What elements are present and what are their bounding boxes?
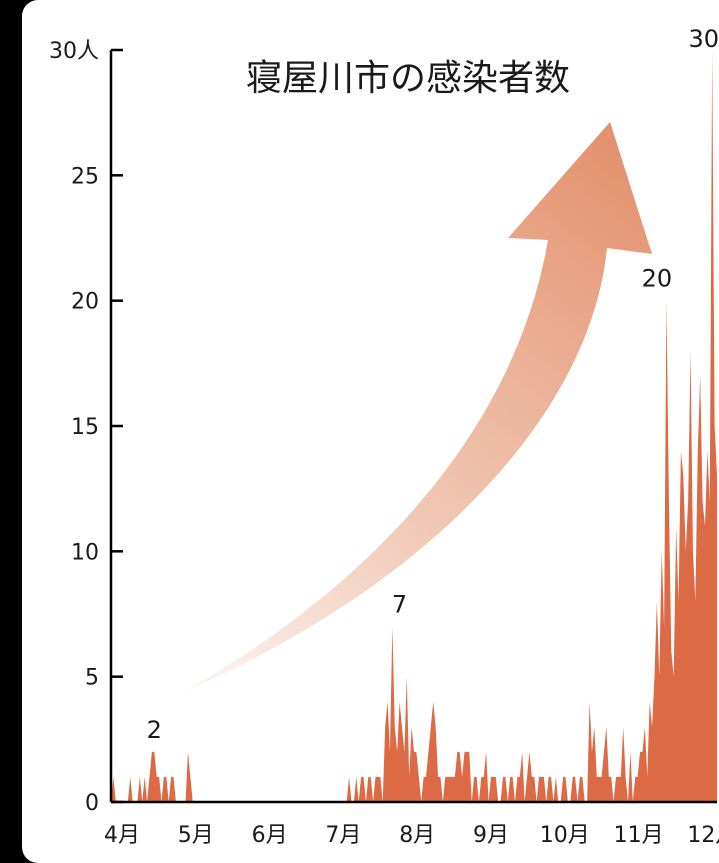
peak-annotation: 20	[642, 265, 673, 293]
label-layer: 2 7 20 30	[147, 25, 719, 744]
x-tick-label: 9月	[473, 823, 509, 848]
x-tick-label: 7月	[325, 823, 361, 848]
chart-title: 寝屋川市の感染者数	[246, 58, 570, 99]
growth-arrow	[183, 122, 652, 692]
peak-annotation: 30	[688, 25, 719, 53]
y-tick-label: 0	[85, 791, 99, 816]
y-tick-label: 25	[71, 164, 99, 189]
x-tick-label: 12月	[687, 823, 719, 848]
y-tick-label: 30人	[49, 39, 99, 64]
x-tick-label: 6月	[252, 823, 288, 848]
peak-annotation: 7	[392, 591, 407, 619]
x-tick-label: 11月	[614, 823, 664, 848]
peak-annotation: 2	[147, 716, 162, 744]
x-tick-label: 4月	[104, 823, 140, 848]
x-tick-label: 8月	[399, 823, 435, 848]
x-tick-label: 5月	[178, 823, 214, 848]
y-tick-label: 20	[71, 290, 99, 315]
area-layer	[111, 50, 717, 802]
y-tick-label: 10	[71, 540, 99, 565]
y-tick-label: 5	[85, 666, 99, 691]
daily-cases-area	[111, 50, 717, 802]
y-tick-label: 15	[71, 415, 99, 440]
x-tick-label: 10月	[540, 823, 590, 848]
